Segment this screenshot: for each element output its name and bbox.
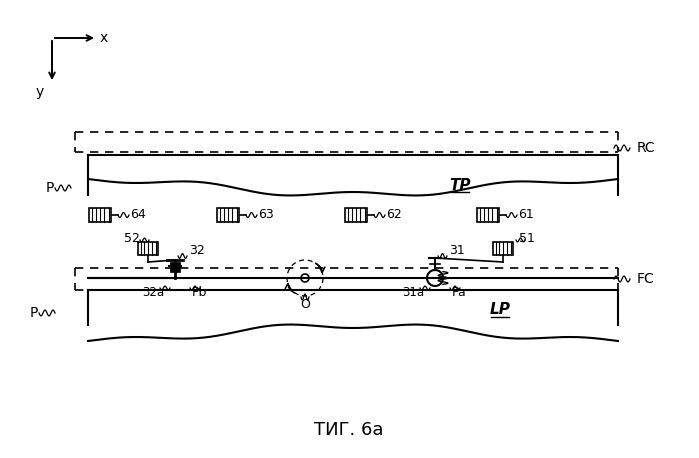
Text: 32: 32 [189, 244, 205, 256]
Text: O: O [300, 299, 310, 311]
Text: 61: 61 [518, 207, 534, 220]
Text: 62: 62 [386, 207, 402, 220]
Text: P: P [30, 306, 38, 320]
Bar [138, 241, 158, 255]
Text: ΤИГ. 6а: ΤИГ. 6а [315, 421, 384, 439]
Bar [217, 208, 239, 222]
Text: Pb: Pb [192, 285, 207, 299]
Text: TP: TP [449, 178, 470, 192]
Bar [345, 208, 367, 222]
Text: 52: 52 [124, 231, 140, 245]
Text: 64: 64 [130, 207, 146, 220]
Text: LP: LP [489, 302, 510, 317]
Text: x: x [100, 31, 108, 45]
Text: 51: 51 [519, 231, 535, 245]
Text: P: P [46, 181, 55, 195]
Text: 31: 31 [449, 244, 465, 256]
Bar [493, 241, 513, 255]
Text: 63: 63 [258, 207, 274, 220]
Text: FC: FC [637, 272, 655, 286]
Text: 32a: 32a [142, 285, 164, 299]
Text: Pa: Pa [452, 285, 466, 299]
Bar [89, 208, 111, 222]
Bar [170, 262, 180, 272]
Text: y: y [36, 85, 44, 99]
Text: 31a: 31a [402, 285, 424, 299]
Bar [477, 208, 499, 222]
Text: RC: RC [637, 141, 656, 155]
